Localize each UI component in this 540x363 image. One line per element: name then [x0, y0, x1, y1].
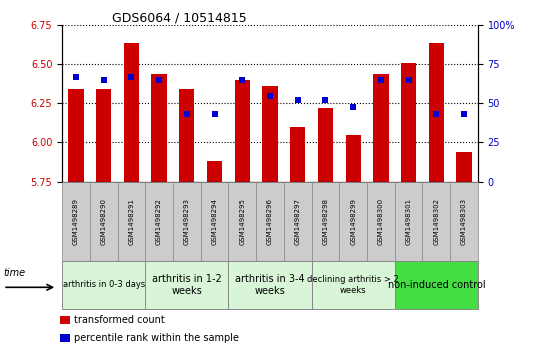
FancyBboxPatch shape: [450, 182, 478, 261]
FancyBboxPatch shape: [395, 261, 478, 309]
Bar: [429, 42, 444, 182]
FancyBboxPatch shape: [228, 182, 256, 261]
Text: arthritis in 3-4
weeks: arthritis in 3-4 weeks: [235, 274, 305, 296]
Bar: [373, 74, 388, 182]
FancyBboxPatch shape: [256, 182, 284, 261]
Text: transformed count: transformed count: [74, 315, 165, 325]
Text: GSM1498301: GSM1498301: [406, 198, 411, 245]
Bar: [346, 135, 361, 182]
FancyBboxPatch shape: [145, 182, 173, 261]
Text: GSM1498303: GSM1498303: [461, 198, 467, 245]
Text: GSM1498302: GSM1498302: [433, 198, 440, 245]
Bar: [60, 334, 70, 342]
FancyBboxPatch shape: [62, 261, 145, 309]
Bar: [318, 108, 333, 182]
FancyBboxPatch shape: [228, 261, 312, 309]
Text: non-induced control: non-induced control: [388, 280, 485, 290]
FancyBboxPatch shape: [422, 182, 450, 261]
FancyBboxPatch shape: [118, 182, 145, 261]
Text: GSM1498290: GSM1498290: [100, 198, 107, 245]
Text: GSM1498297: GSM1498297: [295, 198, 301, 245]
Bar: [401, 63, 416, 182]
Bar: [124, 42, 139, 182]
FancyBboxPatch shape: [312, 261, 395, 309]
Text: arthritis in 1-2
weeks: arthritis in 1-2 weeks: [152, 274, 222, 296]
Text: GDS6064 / 10514815: GDS6064 / 10514815: [112, 11, 247, 24]
FancyBboxPatch shape: [62, 182, 90, 261]
Text: GSM1498296: GSM1498296: [267, 198, 273, 245]
Text: GSM1498291: GSM1498291: [129, 198, 134, 245]
Text: GSM1498294: GSM1498294: [212, 198, 218, 245]
Text: GSM1498293: GSM1498293: [184, 198, 190, 245]
Text: GSM1498292: GSM1498292: [156, 198, 162, 245]
Bar: [179, 89, 194, 182]
Text: arthritis in 0-3 days: arthritis in 0-3 days: [63, 281, 145, 289]
Bar: [69, 89, 84, 182]
Text: percentile rank within the sample: percentile rank within the sample: [74, 333, 239, 343]
Bar: [262, 86, 278, 182]
Text: time: time: [3, 268, 25, 278]
FancyBboxPatch shape: [201, 182, 228, 261]
FancyBboxPatch shape: [90, 182, 118, 261]
FancyBboxPatch shape: [173, 182, 201, 261]
Text: GSM1498295: GSM1498295: [239, 198, 245, 245]
Bar: [235, 80, 250, 182]
Text: GSM1498299: GSM1498299: [350, 198, 356, 245]
Text: declining arthritis > 2
weeks: declining arthritis > 2 weeks: [307, 275, 399, 295]
Text: GSM1498298: GSM1498298: [322, 198, 328, 245]
Bar: [290, 127, 305, 182]
FancyBboxPatch shape: [395, 182, 422, 261]
FancyBboxPatch shape: [339, 182, 367, 261]
Text: GSM1498300: GSM1498300: [378, 198, 384, 245]
Bar: [456, 152, 471, 182]
Text: GSM1498289: GSM1498289: [73, 198, 79, 245]
Bar: [60, 316, 70, 324]
FancyBboxPatch shape: [312, 182, 339, 261]
FancyBboxPatch shape: [367, 182, 395, 261]
Bar: [152, 74, 167, 182]
Bar: [207, 161, 222, 182]
FancyBboxPatch shape: [284, 182, 312, 261]
Bar: [96, 89, 111, 182]
FancyBboxPatch shape: [145, 261, 228, 309]
